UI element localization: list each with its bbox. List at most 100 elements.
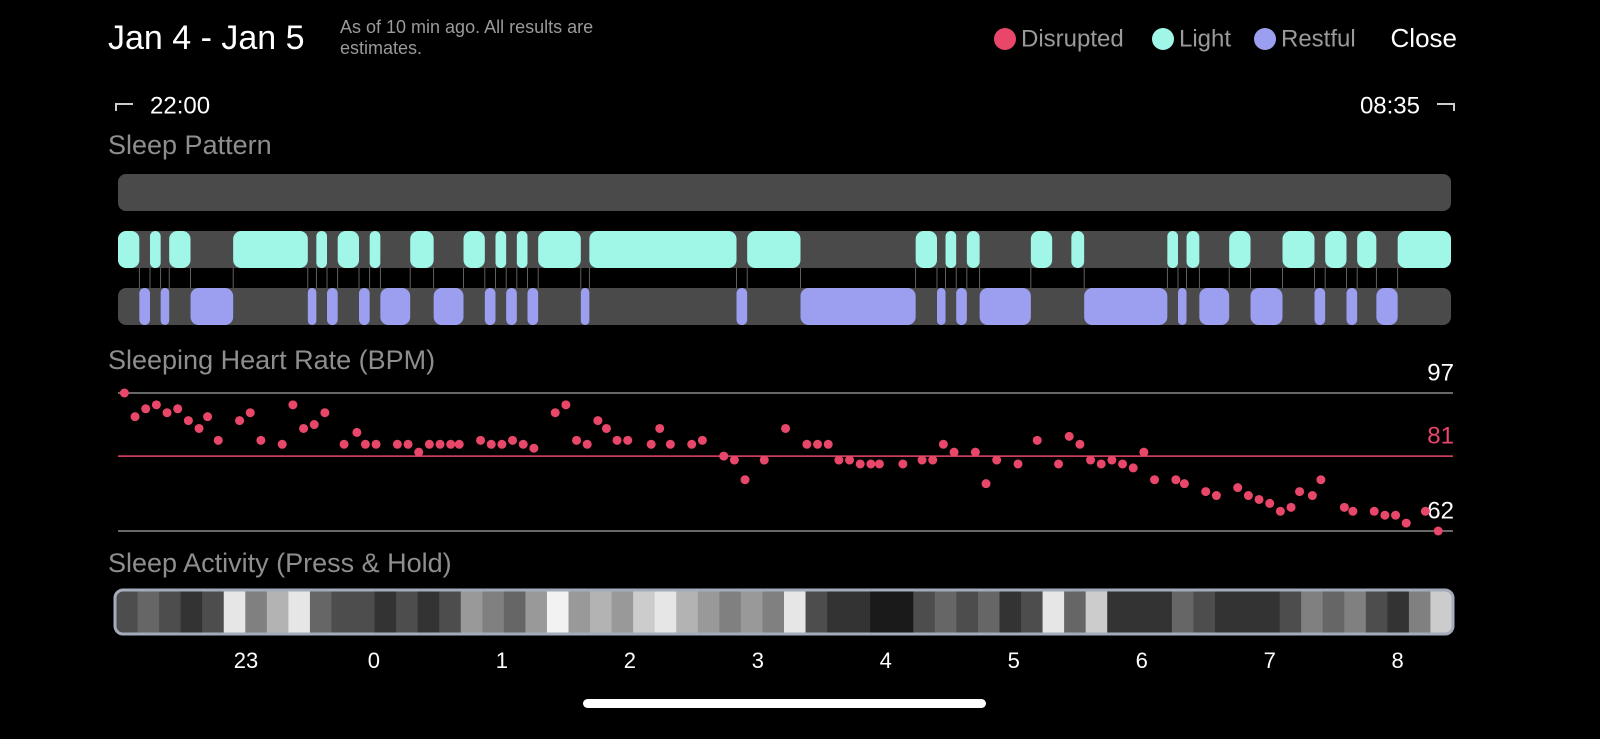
heart-rate-point — [845, 455, 855, 465]
activity-cell — [223, 591, 246, 633]
heart-rate-point — [203, 412, 213, 422]
x-tick-label: 2 — [624, 648, 636, 673]
activity-cell — [1344, 591, 1367, 633]
heart-rate-point — [1295, 487, 1305, 497]
activity-cell — [633, 591, 656, 633]
heart-rate-point — [1316, 475, 1326, 485]
sleep-segment — [1346, 288, 1358, 325]
heart-rate-point — [655, 423, 665, 433]
activity-cell — [309, 591, 333, 633]
activity-cell — [654, 591, 677, 633]
heart-rate-point — [1243, 491, 1253, 501]
heart-rate-point — [1150, 475, 1160, 485]
x-tick-label: 0 — [368, 648, 380, 673]
heart-rate-point — [561, 400, 571, 410]
heart-rate-point — [1064, 431, 1074, 441]
heart-rate-point — [235, 416, 245, 426]
heart-rate-point — [917, 455, 927, 465]
heart-rate-point — [823, 439, 833, 449]
heart-rate-point — [834, 455, 844, 465]
activity-cell — [848, 591, 871, 633]
sleep-segment — [1250, 288, 1283, 325]
range-start-bracket — [115, 103, 133, 111]
activity-cell — [266, 591, 289, 633]
activity-cell — [546, 591, 570, 633]
legend-dot — [1152, 28, 1174, 50]
sleep-segment — [160, 288, 170, 325]
sleep-segment — [369, 231, 381, 268]
heart-rate-point — [1401, 518, 1411, 528]
x-tick-label: 5 — [1008, 648, 1020, 673]
close-button[interactable]: Close — [1391, 23, 1457, 53]
heart-rate-point — [256, 435, 266, 445]
sleep-segment — [747, 231, 801, 268]
heart-rate-point — [1032, 435, 1042, 445]
activity-cell — [503, 591, 527, 633]
subtitle: As of 10 min ago. All results are estima… — [340, 17, 594, 58]
heart-rate-point — [130, 412, 140, 422]
heart-rate-point — [593, 416, 603, 426]
activity-cell — [1150, 591, 1173, 633]
activity-cell — [1236, 591, 1259, 633]
heart-rate-point — [813, 439, 823, 449]
sleep-segment — [516, 231, 528, 268]
sleep-segment — [1186, 231, 1200, 268]
legend-dot — [1254, 28, 1276, 50]
sleep-segment — [139, 288, 150, 325]
heart-rate-point — [949, 447, 959, 457]
sleep-segment — [1282, 231, 1315, 268]
heart-rate-point — [1086, 455, 1096, 465]
y-tick-label: 62 — [1427, 497, 1454, 524]
heart-rate-point — [320, 408, 330, 418]
heart-rate-point — [1096, 459, 1106, 469]
title: Jan 4 - Jan 5 — [108, 19, 305, 57]
sleep-segment — [979, 288, 1031, 325]
heart-rate-point — [1254, 494, 1264, 504]
activity-cell — [934, 591, 957, 633]
heart-rate-point — [1107, 455, 1117, 465]
sleep-segment — [915, 231, 937, 268]
x-tick-label: 6 — [1136, 648, 1148, 673]
heart-rate-point — [1348, 506, 1358, 516]
heart-rate-point — [435, 439, 445, 449]
heart-rate-point — [1013, 459, 1023, 469]
activity-cell — [870, 591, 893, 633]
activity-cell — [202, 591, 225, 633]
activity-cell — [159, 591, 182, 633]
sleep-segment — [118, 231, 140, 268]
sleep-segment — [169, 231, 191, 268]
heart-rate-point — [1369, 506, 1379, 516]
sleep-segment — [463, 231, 485, 268]
heart-rate-point — [299, 423, 309, 433]
heart-rate-point — [1391, 510, 1401, 520]
range-start: 22:00 — [150, 92, 210, 119]
heart-rate-point — [151, 400, 161, 410]
activity-cell — [482, 591, 505, 633]
heart-rate-point — [371, 439, 381, 449]
heart-rate-point — [646, 439, 656, 449]
activity-cell — [590, 591, 613, 633]
heart-rate-point — [855, 459, 865, 469]
activity-cell — [1128, 591, 1151, 633]
sleep-segment — [1030, 231, 1053, 268]
heart-rate-point — [992, 455, 1002, 465]
sleep-segment — [1178, 288, 1187, 325]
activity-cell — [784, 591, 807, 633]
heart-rate-point — [529, 443, 539, 453]
sleep-segment — [1325, 231, 1347, 268]
heart-rate-point — [1054, 459, 1064, 469]
heart-rate-point — [476, 435, 486, 445]
activity-cell — [956, 591, 979, 633]
heart-rate-point — [687, 439, 697, 449]
sleep-segment — [1314, 288, 1326, 325]
heart-rate-point — [1420, 506, 1430, 516]
sleep-segment — [589, 231, 737, 268]
heart-rate-point — [970, 447, 980, 457]
sleep-segment — [190, 288, 234, 325]
sleep-segment — [800, 288, 916, 325]
activity-cell — [827, 591, 850, 633]
heart-rate-point — [360, 439, 370, 449]
activity-cell — [611, 591, 634, 633]
heart-rate-point — [194, 423, 204, 433]
heart-rate-point — [486, 439, 496, 449]
